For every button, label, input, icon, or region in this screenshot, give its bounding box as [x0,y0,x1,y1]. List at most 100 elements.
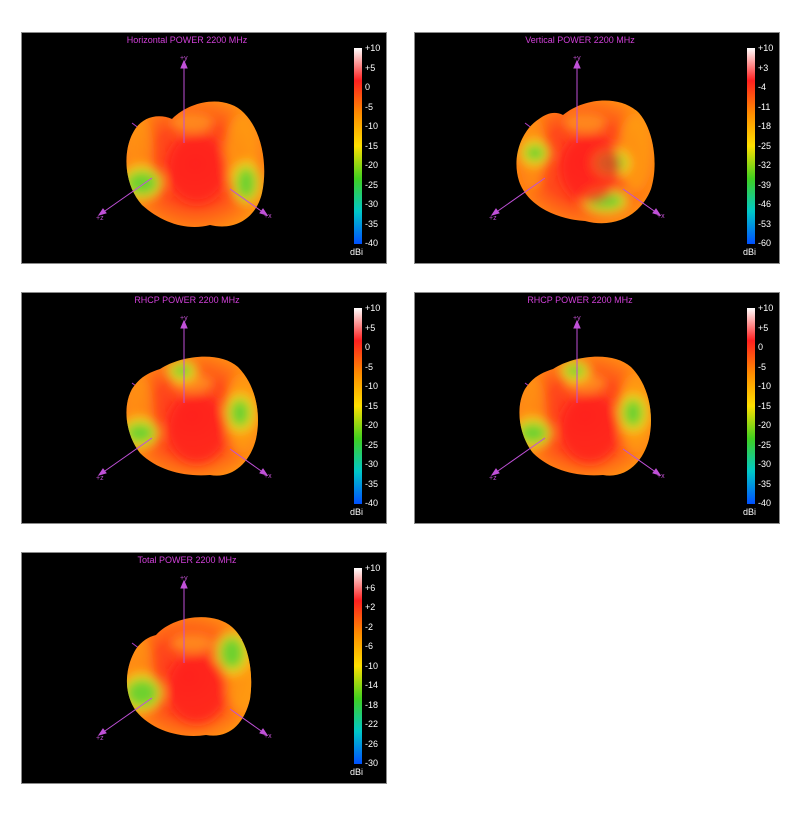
scale-tick-label: -4 [758,82,767,92]
scale-tick-label: -32 [758,160,772,170]
scale-tick-label: -26 [365,738,379,749]
scale-tick-label: 0 [758,342,764,352]
scale-tick-label: -35 [365,478,379,489]
z-axis-label: +z [96,735,104,742]
color-scale-bar [354,308,362,504]
scale-tick-label: -20 [365,420,379,430]
axis-lines [490,319,662,476]
scale-unit-label: dBi [350,247,364,257]
scale-tick-label: -35 [758,478,772,489]
scale-tick-label: +10 [365,303,381,313]
scale-tick-label: +2 [365,602,376,612]
scale-tick-label: -10 [365,660,379,671]
scale-tick-label: -40 [758,498,772,508]
scale-tick-label: -60 [758,238,772,248]
scale-tick-label: -25 [758,140,772,151]
y-axis-label: +y [180,315,188,322]
scale-tick-label: -14 [365,680,379,690]
color-scale-ticks: +10 +3 -4 -11 -18 -25 -32 -39 -46 -53 -60 [758,43,779,248]
z-axis-label: +z [96,215,104,222]
color-scale-ticks: +10 +5 0 -5 -10 -15 -20 -25 -30 -35 -40 [365,303,386,508]
x-axis-label: +x [657,213,665,220]
scale-tick-label: -20 [365,160,379,170]
pattern-panel: RHCP POWER 2200 MHz +y +z +x +10 +5 0 -5 -10 -15 -… [21,292,387,524]
scale-tick-label: -15 [365,140,379,151]
x-axis-label: +x [264,733,272,740]
scale-tick-label: -30 [365,758,379,768]
x-axis-label: +x [264,213,272,220]
radiation-pattern-plot [97,579,269,736]
scale-tick-label: -25 [758,439,772,450]
scale-tick-label: +10 [365,43,381,53]
pattern-shading [126,113,262,205]
radiation-pattern-plot [490,319,662,476]
pattern-shading [519,113,653,215]
pattern-panel: Total POWER 2200 MHz +y +z +x +10 +6 +2 -2 -6 -10… [21,552,387,784]
scale-tick-label: +10 [758,303,774,313]
scale-tick-label: +3 [758,62,769,73]
y-axis-label: +y [180,575,188,582]
scale-tick-label: -18 [758,121,772,131]
scale-tick-label: -5 [365,101,374,112]
scale-tick-label: -2 [365,621,374,632]
color-scale-bar [747,308,755,504]
scale-tick-label: +10 [365,563,381,573]
z-axis-label: +z [96,475,104,482]
scale-tick-label: -25 [365,439,379,450]
x-axis-label: +x [657,473,665,480]
scale-unit-label: dBi [743,247,757,257]
scale-tick-label: -53 [758,218,772,229]
scale-tick-label: -5 [758,361,767,372]
scale-tick-label: -6 [365,641,374,651]
scale-tick-label: +6 [365,582,376,593]
scale-tick-label: +5 [758,322,769,333]
color-scale-bar [354,48,362,244]
color-scale-bar [354,568,362,764]
scale-tick-label: -18 [365,699,379,710]
scale-tick-label: -5 [365,361,374,372]
panel-title: Vertical POWER 2200 MHz [525,35,635,45]
scale-tick-label: 0 [365,342,371,352]
scale-tick-label: -15 [758,400,772,411]
scale-tick-label: -10 [365,121,379,131]
axis-lines [97,59,269,216]
pattern-panel: Vertical POWER 2200 MHz +y +z +x +10 +3 -4 -11 -… [414,32,780,264]
axis-lines [97,579,269,736]
scale-tick-label: -40 [365,238,379,248]
scale-tick-label: -25 [365,179,379,190]
scale-tick-label: -10 [365,381,379,391]
scale-unit-label: dBi [743,507,757,517]
pattern-shading [519,359,651,463]
color-scale-bar [747,48,755,244]
scale-tick-label: 0 [365,82,371,92]
axis-lines [97,319,269,476]
scale-tick-label: -35 [365,218,379,229]
scale-tick-label: -46 [758,199,772,209]
panel-title: RHCP POWER 2200 MHz [527,295,633,305]
x-axis-label: +x [264,473,272,480]
color-scale-ticks: +10 +5 0 -5 -10 -15 -20 -25 -30 -35 -40 [758,303,779,508]
radiation-pattern-plot [97,319,269,476]
scale-tick-label: -10 [758,381,772,391]
scale-tick-label: -30 [758,459,772,469]
scale-tick-label: -30 [365,199,379,209]
scale-tick-label: -30 [365,459,379,469]
z-axis-label: +z [489,475,497,482]
scale-tick-label: +5 [365,322,376,333]
scale-unit-label: dBi [350,767,364,777]
radiation-pattern-plot [490,59,662,224]
scale-tick-label: -39 [758,179,772,190]
panel-title: RHCP POWER 2200 MHz [134,295,240,305]
y-axis-label: +y [573,315,581,322]
z-axis-label: +z [489,215,497,222]
scale-tick-label: -22 [365,719,379,729]
scale-tick-label: -15 [365,400,379,411]
scale-tick-label: +5 [365,62,376,73]
pattern-shading [126,359,258,463]
y-axis-label: +y [573,55,581,62]
color-scale-ticks: +10 +5 0 -5 -10 -15 -20 -25 -30 -35 -40 [365,43,386,248]
panel-title: Total POWER 2200 MHz [137,555,237,565]
scale-unit-label: dBi [350,507,364,517]
pattern-panel: RHCP POWER 2200 MHz +y +z +x +10 +5 0 -5 -10 -15 -… [414,292,780,524]
scale-tick-label: -11 [758,101,771,112]
